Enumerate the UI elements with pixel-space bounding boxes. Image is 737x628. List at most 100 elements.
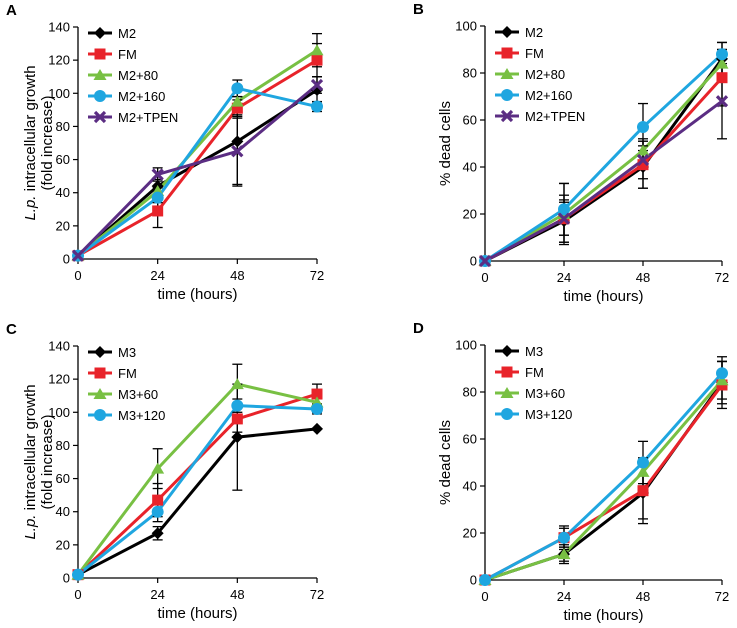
legend-label: M3+60: [525, 386, 565, 401]
data-point-M3: [231, 431, 244, 444]
legend-label: M3: [525, 344, 543, 359]
data-point-M2+160: [558, 203, 570, 216]
series-line-M2+TPEN: [484, 99, 723, 263]
legend-label: M3+120: [525, 407, 572, 422]
x-axis-title: time (hours): [563, 288, 643, 305]
legend-label: M2: [118, 26, 136, 41]
data-point-FM: [231, 102, 243, 114]
series-line-M2+160: [484, 53, 724, 263]
legend-label: M2+160: [118, 89, 165, 104]
series-line-M3+60: [76, 382, 318, 576]
x-tick-label: 72: [310, 587, 324, 602]
data-point-FM: [637, 485, 649, 497]
y-tick-label: 60: [56, 152, 70, 167]
data-point-M2+TPEN: [557, 212, 571, 225]
data-point-M3: [311, 422, 323, 435]
data-point-M2+TPEN: [71, 249, 85, 262]
x-axis-title: time (hours): [563, 607, 643, 624]
y-tick-label: 40: [463, 160, 477, 175]
x-tick-label: 48: [636, 589, 650, 604]
y-tick-label: 20: [56, 537, 70, 552]
data-point-M3+60: [151, 462, 165, 474]
y-tick-label: 40: [463, 479, 477, 494]
y-tick-label: 60: [463, 113, 477, 128]
legend-label: M2+80: [525, 67, 565, 82]
legend-marker: [94, 90, 106, 102]
data-point-FM: [311, 54, 323, 66]
legend-label: FM: [525, 46, 544, 61]
data-point-M2+160: [716, 48, 728, 61]
data-point-M2+80: [715, 57, 729, 69]
chart-panel-A: A 0 20 40 60 80 100 120 140 0 24 48 72 time (hours) L.…: [6, 2, 324, 303]
legend-label: FM: [525, 365, 544, 380]
data-point-M3+120: [558, 531, 570, 544]
y-tick-label: 0: [470, 573, 477, 588]
data-point-M2+80: [310, 44, 324, 56]
data-point-FM: [231, 413, 243, 425]
legend-label: M2+TPEN: [118, 110, 178, 125]
panel-letter: D: [413, 320, 424, 337]
legend-label: M2: [525, 25, 543, 40]
legend-label: FM: [118, 47, 137, 62]
data-point-FM: [637, 159, 649, 171]
data-point-M2+160: [311, 100, 323, 113]
series-line-M3: [77, 427, 318, 577]
legend-marker: [500, 387, 514, 398]
series-line-M3+120: [77, 404, 318, 576]
legend-label: M2+80: [118, 68, 158, 83]
x-tick-label: 48: [230, 587, 244, 602]
data-point-M3+120: [637, 456, 649, 469]
y-tick-label: 140: [48, 20, 70, 35]
x-tick-label: 24: [557, 270, 571, 285]
chart-panel-D: D 0 20 40 60 80 100 0 24 48 72 time (hours) % dead c…: [413, 320, 729, 624]
panel-letter: C: [6, 321, 17, 338]
series-line-M2+160: [77, 86, 318, 257]
legend-marker: [501, 366, 513, 378]
data-point-M3+120: [231, 399, 244, 412]
legend-label: M3+120: [118, 408, 165, 423]
y-axis-title-line2: (fold increase): [39, 95, 56, 190]
data-point-M3+60: [230, 378, 244, 390]
legend-marker: [500, 68, 514, 79]
series-line-M2+80: [77, 48, 318, 257]
data-point-FM: [152, 205, 164, 217]
x-tick-label: 24: [557, 589, 571, 604]
legend-marker: [93, 388, 107, 399]
y-axis-title: % dead cells: [437, 101, 454, 186]
panel-letter: A: [6, 2, 17, 19]
data-point-M2+160: [231, 82, 244, 95]
legend-marker: [94, 27, 106, 39]
x-tick-label: 72: [715, 589, 729, 604]
y-axis-title: L.p. intracellular growth: [22, 65, 39, 220]
y-tick-label: 120: [48, 53, 70, 68]
series-line-FM: [77, 58, 318, 257]
legend-marker: [94, 409, 106, 421]
legend: M3 FM M3+60 M3+120: [495, 344, 572, 422]
legend-marker: [93, 110, 107, 124]
x-tick-label: 48: [230, 268, 244, 283]
legend-marker: [500, 109, 514, 123]
y-tick-label: 100: [455, 19, 477, 34]
y-tick-label: 60: [463, 432, 477, 447]
series-line-M3+120: [484, 372, 724, 582]
x-tick-label: 24: [150, 268, 164, 283]
legend-marker: [501, 47, 513, 59]
legend-marker: [93, 69, 107, 80]
y-axis-title-line2: (fold increase): [39, 414, 56, 509]
data-point-M2+160: [637, 121, 649, 134]
data-point-M2+TPEN: [478, 254, 492, 268]
data-point-M2+TPEN: [310, 78, 324, 92]
y-tick-label: 140: [48, 339, 70, 354]
x-tick-label: 0: [481, 589, 488, 604]
series-line-M3+60: [484, 379, 724, 582]
y-tick-label: 100: [455, 338, 477, 353]
data-point-M3+120: [479, 574, 491, 586]
data-point-FM: [716, 72, 728, 84]
x-tick-label: 72: [715, 270, 729, 285]
x-tick-label: 72: [310, 268, 324, 283]
legend-label: M2+TPEN: [525, 109, 585, 124]
panel-letter: B: [413, 1, 424, 18]
y-tick-label: 80: [463, 66, 477, 81]
data-point-M3+120: [72, 568, 84, 581]
legend-marker: [94, 48, 106, 60]
